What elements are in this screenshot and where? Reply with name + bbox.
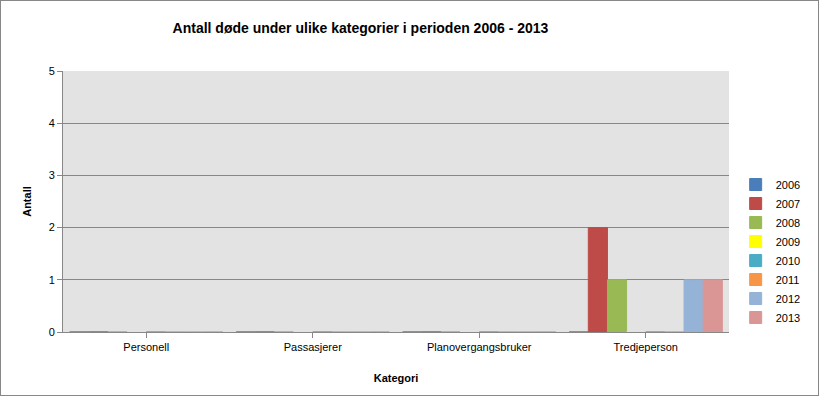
svg-text:5: 5 — [49, 65, 55, 77]
svg-text:2013: 2013 — [776, 312, 800, 324]
svg-text:2008: 2008 — [776, 217, 800, 229]
svg-text:Kategori: Kategori — [374, 372, 419, 384]
svg-text:2011: 2011 — [776, 274, 800, 286]
svg-text:2010: 2010 — [776, 255, 800, 267]
svg-text:2007: 2007 — [776, 198, 800, 210]
svg-text:Antall døde under ulike katego: Antall døde under ulike kategorier i per… — [173, 20, 549, 36]
svg-text:1: 1 — [49, 274, 55, 286]
svg-text:Passasjerer: Passasjerer — [284, 341, 342, 353]
svg-text:2009: 2009 — [776, 236, 800, 248]
svg-text:Antall: Antall — [21, 186, 33, 217]
svg-text:Personell: Personell — [123, 341, 169, 353]
svg-text:Planovergangsbruker: Planovergangsbruker — [427, 341, 532, 353]
svg-text:2: 2 — [49, 221, 55, 233]
svg-text:3: 3 — [49, 169, 55, 181]
svg-text:0: 0 — [49, 326, 55, 338]
svg-text:2012: 2012 — [776, 293, 800, 305]
svg-text:Tredjeperson: Tredjeperson — [614, 341, 678, 353]
svg-text:4: 4 — [49, 117, 55, 129]
svg-text:2006: 2006 — [776, 179, 800, 191]
